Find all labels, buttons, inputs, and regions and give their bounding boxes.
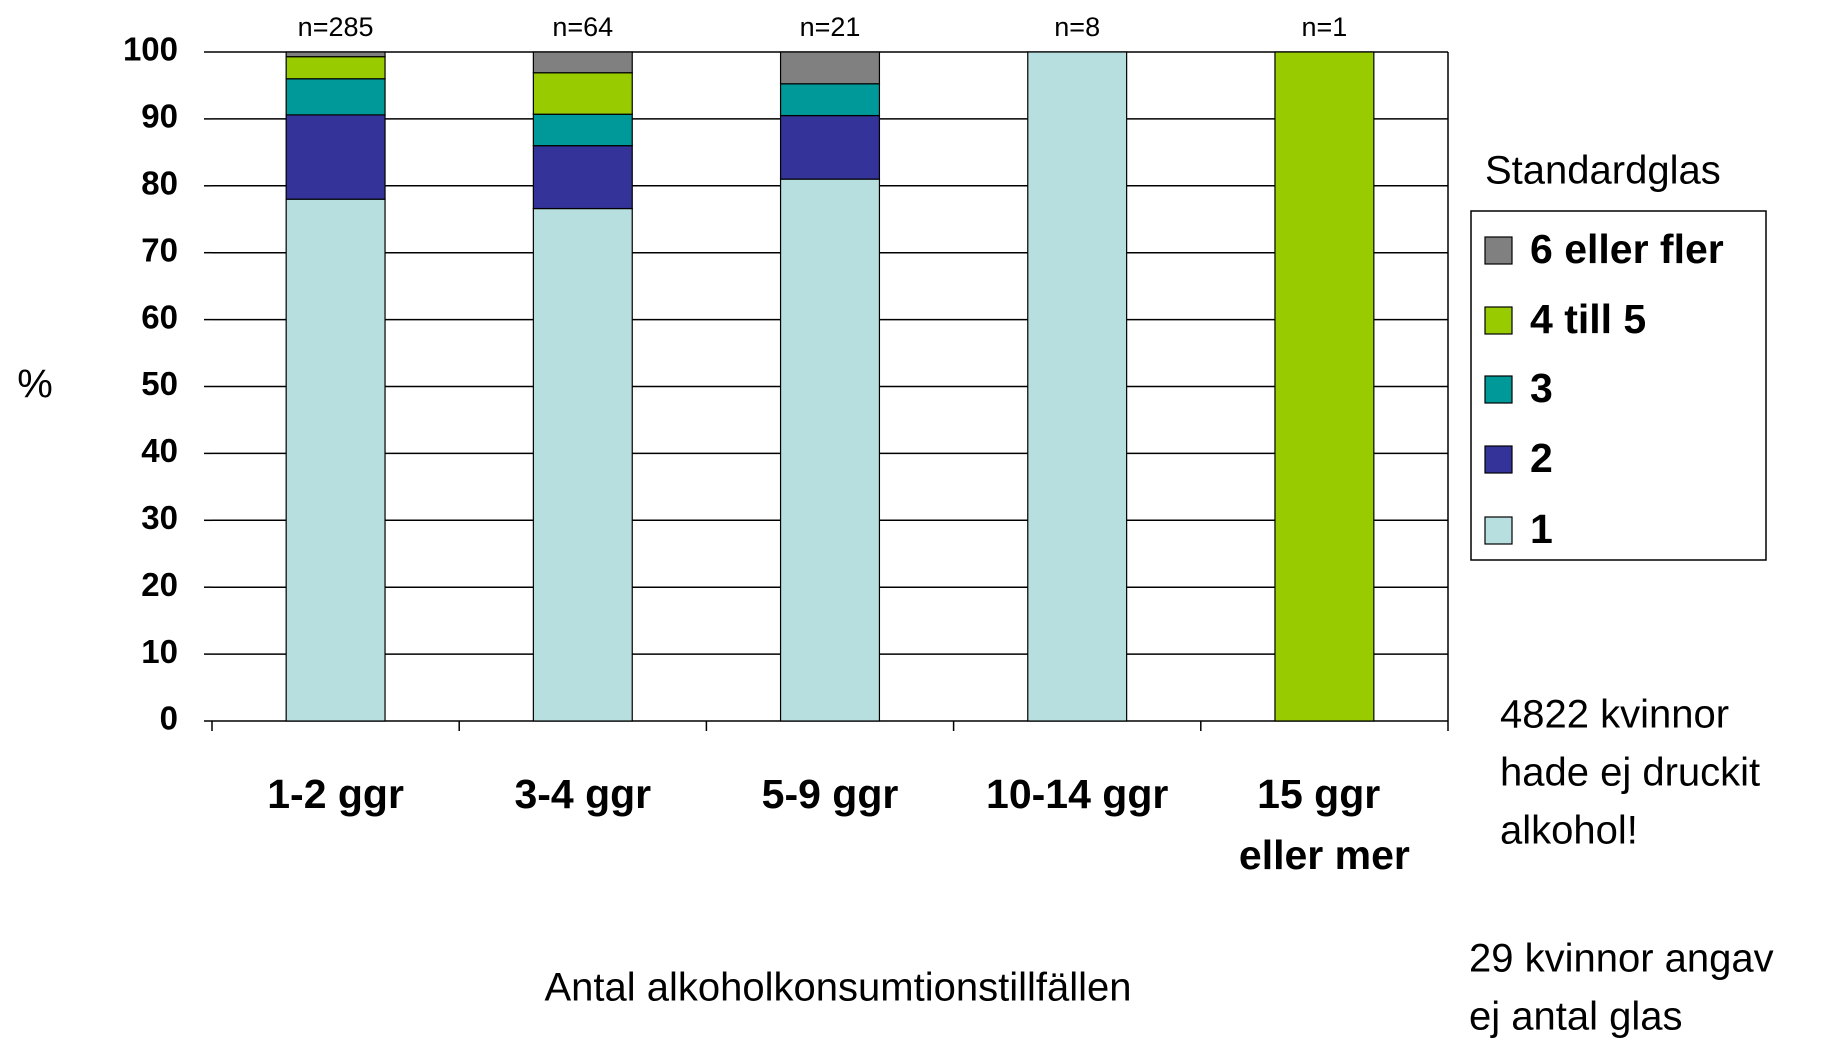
y-tick-label: 10: [141, 633, 178, 670]
legend-swatch: [1484, 445, 1513, 474]
x-tick-label: 5-9 ggr: [762, 771, 899, 817]
bar-segment: [532, 113, 633, 147]
note: hade ej druckit: [1500, 751, 1760, 795]
bar-annotation: n=285: [298, 12, 374, 42]
bar-segment: [779, 114, 881, 180]
bar-annotation: n=8: [1054, 12, 1100, 42]
x-tick-label: 15 ggr eller mer: [1239, 771, 1410, 878]
legend-swatch: [1484, 306, 1513, 335]
bar-segment: [779, 178, 881, 722]
note: 4822 kvinnor: [1500, 693, 1729, 737]
bar-segment: [532, 145, 633, 210]
legend-box: [1470, 210, 1767, 561]
bar-annotation: n=64: [552, 12, 613, 42]
note: ej antal glas: [1469, 995, 1682, 1039]
legend-swatch: [1484, 236, 1513, 265]
bar-segment: [285, 78, 386, 116]
y-tick-label: 30: [141, 499, 178, 536]
y-tick-label: 40: [141, 432, 178, 469]
legend-label: 1: [1530, 506, 1553, 552]
bar-segment: [285, 198, 386, 722]
legend-label: 2: [1530, 435, 1553, 481]
bar-segment: [532, 207, 633, 722]
legend-label: 4 till 5: [1530, 296, 1646, 342]
x-axis-label: Antal alkoholkonsumtionstillfällen: [545, 966, 1132, 1010]
legend-label: 3: [1530, 365, 1553, 411]
y-tick-label: 60: [141, 298, 178, 335]
x-tick-label-line: eller mer: [1239, 832, 1410, 878]
bar-segment: [285, 56, 386, 80]
y-tick-label: 100: [123, 31, 178, 68]
x-tick-label-line: 15 ggr: [1257, 771, 1391, 817]
y-tick-label: 20: [141, 566, 178, 603]
bar-segment: [779, 51, 881, 85]
bar-segment: [779, 83, 881, 117]
note: 29 kvinnor angav: [1469, 937, 1774, 981]
bar-segment: [285, 114, 386, 200]
bar-segment: [1274, 51, 1375, 722]
legend-title: Standardglas: [1485, 149, 1721, 193]
bar-segment: [532, 51, 633, 74]
bar-segment: [1027, 51, 1128, 722]
bar-segment: [532, 72, 633, 115]
legend-swatch: [1484, 375, 1513, 404]
bar-segment: [285, 51, 386, 58]
y-tick-label: 80: [141, 165, 178, 202]
y-axis-label: %: [17, 363, 53, 407]
legend-swatch: [1484, 516, 1513, 545]
y-tick-label: 50: [141, 365, 178, 402]
y-tick-label: 70: [141, 231, 178, 268]
y-tick-label: 0: [160, 700, 178, 737]
x-tick-label: 3-4 ggr: [514, 771, 651, 817]
note: alkohol!: [1500, 809, 1638, 853]
x-tick-label: 1-2 ggr: [267, 771, 404, 817]
bar-annotation: n=21: [800, 12, 861, 42]
bar-annotation: n=1: [1301, 12, 1347, 42]
legend-label: 6 eller fler: [1530, 226, 1724, 272]
x-tick-label: 10-14 ggr: [986, 771, 1168, 817]
y-tick-label: 90: [141, 98, 178, 135]
